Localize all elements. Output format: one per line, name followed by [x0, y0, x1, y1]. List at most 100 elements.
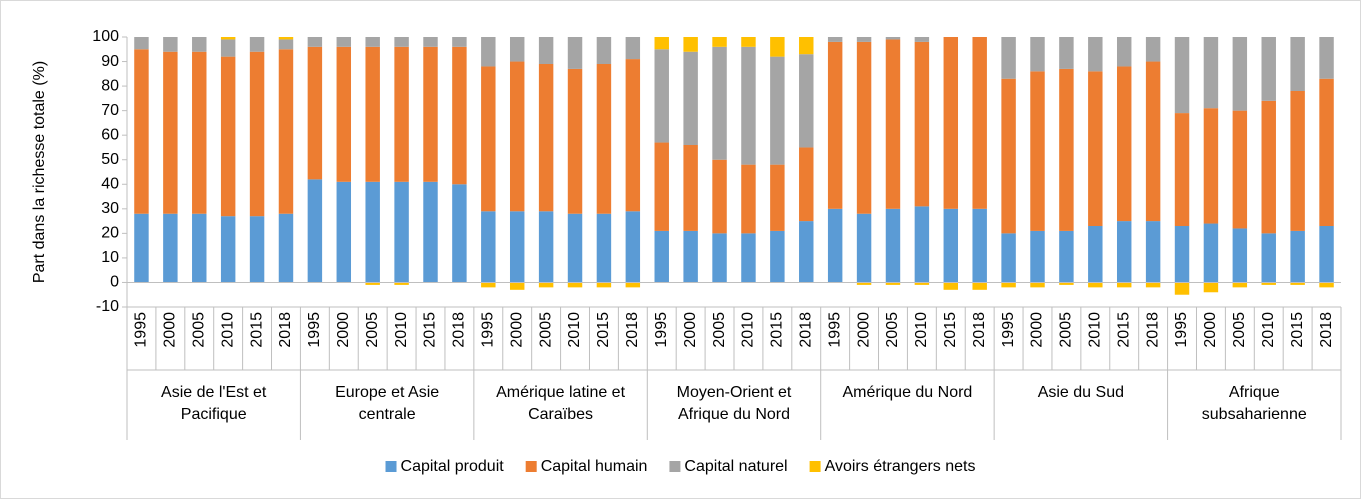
x-tick-label: 1995	[306, 312, 323, 348]
bar-segment	[567, 68, 583, 214]
bar-segment	[423, 46, 438, 182]
bar-segment	[799, 37, 814, 55]
bar-segment	[596, 213, 612, 283]
bar-segment	[1001, 282, 1016, 288]
bar-segment	[307, 37, 323, 47]
bar-segment	[741, 164, 756, 234]
bar-segment	[1232, 37, 1248, 111]
bar-segment	[192, 51, 207, 214]
bar-segment	[336, 181, 352, 283]
x-tick-label: 2015	[1289, 312, 1306, 348]
x-tick-label: 2015	[595, 312, 612, 348]
bar-segment	[856, 41, 872, 214]
bar-segment	[163, 51, 178, 214]
x-tick-label: 2005	[364, 312, 381, 348]
group-label: Amérique du Nord	[842, 384, 973, 401]
x-tick-label: 1995	[826, 312, 843, 348]
bar-segment	[423, 37, 438, 47]
x-tick-label: 2005	[1231, 312, 1248, 348]
bar-segment	[452, 184, 467, 283]
bar-segment	[654, 142, 669, 231]
bar-segment	[1030, 282, 1045, 288]
bar-segment	[885, 37, 901, 40]
x-tick-label: 1995	[1000, 312, 1017, 348]
x-tick-label: 2000	[1029, 312, 1046, 348]
bar-segment	[452, 37, 467, 47]
bar-segment	[741, 46, 756, 165]
y-tick-label: 70	[101, 102, 119, 119]
bar-segment	[654, 37, 669, 50]
bar-segment	[972, 208, 987, 283]
bar-segment	[1174, 113, 1190, 226]
y-tick-label: 60	[101, 126, 119, 143]
bar-segment	[1319, 78, 1334, 227]
bar-segment	[538, 64, 554, 212]
bar-segment	[1001, 78, 1016, 234]
bar-segment	[481, 66, 496, 212]
group-label: Moyen-Orient et Afrique du Nord	[676, 384, 792, 423]
y-axis-label: Part dans la richesse totale (%)	[31, 61, 48, 283]
x-tick-label: 2000	[682, 312, 699, 348]
bar-segment	[1145, 61, 1161, 222]
x-tick-label: 2010	[566, 312, 583, 348]
y-tick-label: 80	[101, 77, 119, 94]
bar-segment	[914, 206, 930, 283]
bar-segment	[1030, 37, 1045, 72]
bar-segment	[1261, 100, 1276, 234]
legend-label: Capital produit	[401, 458, 505, 475]
bar-segment	[423, 181, 438, 283]
bar-segment	[1001, 233, 1016, 283]
bar-segment	[1319, 282, 1334, 288]
bar-segment	[914, 41, 930, 207]
bar-segment	[885, 39, 901, 209]
legend: Capital produit Capital humain Capital nat…	[385, 458, 975, 475]
legend-swatch	[525, 461, 537, 472]
group-label: Afrique subsaharienne	[1201, 384, 1307, 423]
bar-segment	[134, 213, 149, 283]
bar-segment	[567, 37, 583, 69]
bar-segment	[654, 230, 669, 283]
bar-segment	[827, 37, 843, 42]
bar-segment	[625, 211, 641, 283]
group-label: Asie du Sud	[1037, 384, 1124, 401]
bar-segment	[481, 211, 496, 283]
bar-segment	[567, 213, 583, 283]
group-label: Europe et Asie centrale	[335, 384, 440, 423]
x-tick-label: 2018	[451, 312, 468, 348]
x-tick-label: 2000	[508, 312, 525, 348]
y-tick-label: -10	[96, 298, 119, 315]
bar-segment	[192, 37, 207, 52]
x-tick-label: 2010	[913, 312, 930, 348]
bar-segment	[336, 37, 352, 47]
bar-segment	[278, 49, 294, 214]
y-tick-label: 90	[101, 53, 119, 70]
legend-swatch	[809, 461, 821, 472]
bar-segment	[394, 37, 409, 47]
bar-segment	[365, 46, 380, 182]
x-tick-label: 2010	[1260, 312, 1277, 348]
bar-segment	[683, 230, 698, 283]
bar-segment	[1174, 37, 1190, 114]
bar-segment	[481, 37, 496, 67]
bar-segment	[452, 46, 467, 185]
bar-segment	[1174, 226, 1190, 283]
x-tick-label: 2018	[624, 312, 641, 348]
bar-segment	[712, 46, 727, 160]
bar-segment	[336, 46, 352, 182]
bar-segment	[1088, 37, 1103, 72]
bar-segment	[1290, 230, 1305, 283]
bar-segment	[1145, 37, 1161, 62]
legend-label: Capital naturel	[684, 458, 787, 475]
x-tick-label: 2010	[740, 312, 757, 348]
bar-segment	[1232, 228, 1248, 283]
bar-segment	[1088, 282, 1103, 288]
x-tick-label: 2010	[393, 312, 410, 348]
bar-segment	[1116, 221, 1132, 283]
bar-segment	[1145, 221, 1161, 283]
y-tick-label: 10	[101, 249, 119, 266]
bar-segment	[1030, 71, 1045, 231]
bar-segment	[683, 145, 698, 231]
bar-segment	[1203, 37, 1219, 109]
y-tick-label: 20	[101, 225, 119, 242]
